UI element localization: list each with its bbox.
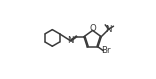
Text: Br: Br	[101, 46, 111, 55]
Text: O: O	[89, 24, 96, 33]
Text: N: N	[67, 36, 73, 45]
Text: N: N	[105, 25, 112, 34]
